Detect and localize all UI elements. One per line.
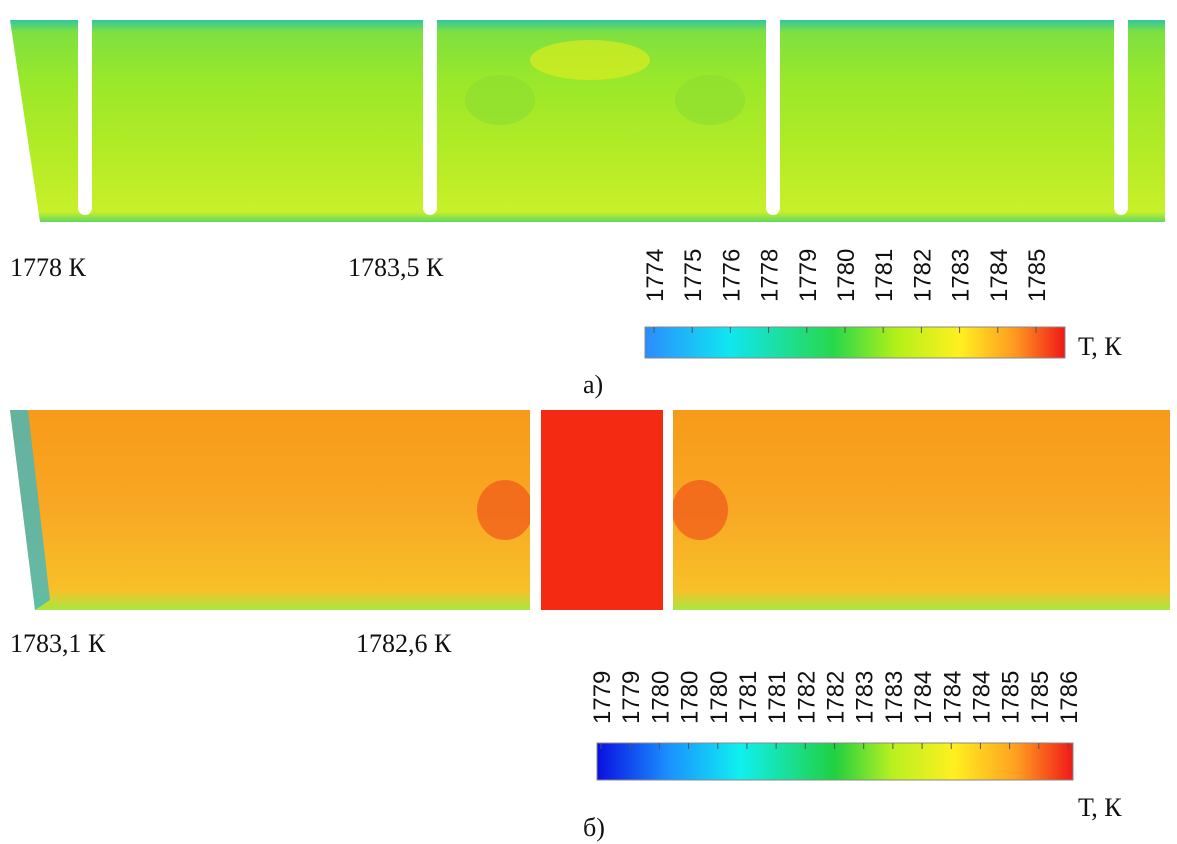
- colorbar-tick-label: 1780: [706, 671, 733, 724]
- colorbar-tick-label: 1782: [793, 671, 820, 724]
- colorbar-tick-label: 1779: [795, 249, 822, 302]
- point-label: 1783,5 К: [348, 253, 444, 282]
- contour-patch: [675, 75, 745, 125]
- caption: а): [583, 370, 603, 399]
- contour-patch: [477, 480, 533, 540]
- contour-patch: [672, 480, 728, 540]
- colorbar-tick-label: 1780: [647, 671, 674, 724]
- contour-patch: [530, 40, 650, 80]
- colorbar-tick-label: 1784: [910, 671, 937, 724]
- caption: б): [583, 813, 605, 842]
- colorbar-tick-label: 1785: [998, 671, 1025, 724]
- colorbar-tick-label: 1776: [718, 249, 745, 302]
- colorbar-tick-label: 1782: [909, 249, 936, 302]
- colorbar-tick-label: 1781: [764, 671, 791, 724]
- slot: [423, 15, 437, 215]
- colorbar-tick-label: 1784: [986, 249, 1013, 302]
- colorbar-unit: Т, К: [1078, 793, 1122, 822]
- colorbar-tick-label: 1780: [677, 671, 704, 724]
- colorbar-tick-label: 1781: [735, 671, 762, 724]
- temperature-field: [10, 20, 1165, 222]
- colorbar-tick-label: 1784: [939, 671, 966, 724]
- point-label: 1778 К: [10, 253, 87, 282]
- slot: [78, 15, 92, 215]
- colorbar-tick-label: 1781: [871, 249, 898, 302]
- contour-patch: [465, 75, 535, 125]
- colorbar-tick-label: 1783: [948, 249, 975, 302]
- colorbar-tick-label: 1774: [642, 249, 669, 302]
- colorbar-tick-label: 1775: [680, 249, 707, 302]
- colorbar-tick-label: 1783: [881, 671, 908, 724]
- colorbar-unit: Т, К: [1078, 332, 1122, 361]
- point-label: 1783,1 К: [10, 629, 106, 658]
- slots: [78, 15, 1128, 215]
- colorbar-tick-label: 1778: [757, 249, 784, 302]
- colorbar: [596, 742, 1074, 781]
- colorbar-tick-label: 1779: [589, 671, 616, 724]
- colorbar-tick-label: 1784: [968, 671, 995, 724]
- colorbar-tick-label: 1785: [1024, 249, 1051, 302]
- colorbar-tick-label: 1783: [852, 671, 879, 724]
- contour-patch: [10, 410, 50, 610]
- slot: [1114, 15, 1128, 215]
- colorbar: [644, 326, 1066, 359]
- colorbar-tick-label: 1786: [1056, 671, 1083, 724]
- slot: [766, 15, 780, 215]
- colorbar-tick-label: 1785: [1027, 671, 1054, 724]
- colorbar-tick-label: 1782: [823, 671, 850, 724]
- colorbar-tick-label: 1779: [618, 671, 645, 724]
- point-label: 1782,6 К: [356, 629, 452, 658]
- hot-block: [541, 410, 663, 610]
- colorbar-tick-label: 1780: [833, 249, 860, 302]
